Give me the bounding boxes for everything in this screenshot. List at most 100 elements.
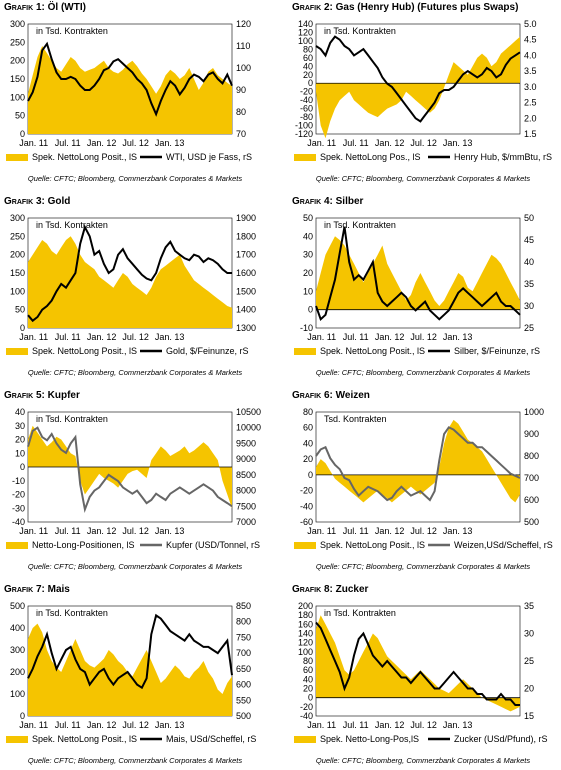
left-tick-label: 10 — [15, 448, 25, 458]
chart-title-text: Zucker — [335, 584, 369, 595]
left-tick-label: -20 — [300, 702, 313, 712]
source-note: Quelle: CFTC; Bloomberg, Commerzbank Cor… — [315, 174, 531, 183]
legend-label-position: Spek. NettoLong Posit., lS — [32, 346, 137, 356]
left-tick-label: 30 — [303, 250, 313, 260]
left-tick-label: 200 — [10, 56, 25, 66]
grafik-number: Grafik 1 — [4, 2, 42, 13]
left-tick-label: 100 — [10, 286, 25, 296]
left-tick-label: 160 — [298, 619, 313, 629]
x-tick-label: Jul. 11 — [55, 138, 81, 148]
x-tick-label: Jul. 11 — [343, 138, 369, 148]
legend-area-swatch — [294, 348, 316, 355]
right-tick-label: 600 — [236, 680, 251, 690]
left-tick-label: 80 — [303, 656, 313, 666]
right-tick-label: 25 — [524, 656, 534, 666]
chart-title: Grafik 4: Silber — [292, 196, 364, 207]
right-tick-label: 2.0 — [524, 113, 537, 123]
chart-title-text: Öl (WTI) — [47, 2, 86, 13]
left-tick-label: 150 — [10, 268, 25, 278]
left-tick-label: 140 — [298, 19, 313, 29]
chart-svg: 0 50 100 150 200 250 300 70 80 90 100 110 120 Jan. 11… — [6, 19, 252, 162]
x-tick-label: Jan. 12 — [87, 332, 117, 342]
source-note: Quelle: CFTC; Bloomberg, Commerzbank Cor… — [27, 562, 243, 571]
left-tick-label: 300 — [10, 213, 25, 223]
left-tick-label: 250 — [10, 231, 25, 241]
left-tick-label: 100 — [298, 36, 313, 46]
chart-svg: -40-200204060801001201401601802001520253… — [294, 601, 548, 744]
chart-title-text: Weizen — [335, 390, 370, 401]
legend-label-price: Mais, USd/Scheffel, rS — [166, 734, 256, 744]
grafik-number: Grafik 3 — [4, 196, 42, 207]
left-tick-label: 0 — [20, 323, 25, 333]
unit-label: in Tsd. Kontrakten — [324, 608, 396, 618]
grafik-number: Grafik 4 — [292, 196, 330, 207]
left-tick-label: 100 — [10, 689, 25, 699]
left-tick-label: 20 — [303, 454, 313, 464]
x-tick-label: Jan. 12 — [87, 138, 117, 148]
x-tick-label: Jul. 12 — [410, 138, 437, 148]
x-tick-label: Jan. 13 — [155, 138, 185, 148]
left-tick-label: -80 — [300, 112, 313, 122]
unit-label: in Tsd. Kontrakten — [324, 220, 396, 230]
right-tick-label: 8500 — [236, 470, 256, 480]
position-area — [28, 236, 232, 328]
legend-area-swatch — [6, 736, 28, 743]
price-line — [315, 35, 521, 123]
right-tick-label: 30 — [524, 301, 534, 311]
source-note: Quelle: CFTC; Bloomberg, Commerzbank Cor… — [27, 368, 243, 377]
right-tick-label: 4.5 — [524, 35, 537, 45]
left-tick-label: -20 — [300, 486, 313, 496]
left-tick-label: 80 — [303, 407, 313, 417]
left-tick-label: -120 — [295, 129, 313, 139]
x-tick-label: Jul. 12 — [410, 720, 437, 730]
x-tick-label: Jan. 13 — [443, 138, 473, 148]
source-note: Quelle: CFTC; Bloomberg, Commerzbank Cor… — [315, 756, 531, 765]
source-note: Quelle: CFTC; Bloomberg, Commerzbank Cor… — [315, 368, 531, 377]
x-tick-label: Jan. 12 — [87, 526, 117, 536]
x-tick-label: Jul. 11 — [343, 526, 369, 536]
left-tick-label: 20 — [15, 435, 25, 445]
chart-title-text: Silber — [335, 196, 364, 207]
x-tick-label: Jul. 12 — [410, 332, 437, 342]
chart-title-text: Kupfer — [47, 390, 80, 401]
left-tick-label: 0 — [308, 78, 313, 88]
position-area — [316, 419, 520, 503]
left-tick-label: 400 — [10, 623, 25, 633]
left-tick-label: -10 — [300, 323, 313, 333]
x-tick-label: Jul. 11 — [55, 526, 81, 536]
chart-title: Grafik 7: Mais — [4, 584, 70, 595]
right-tick-label: 120 — [236, 19, 251, 29]
right-tick-label: 45 — [524, 235, 534, 245]
x-tick-label: Jan. 11 — [307, 526, 336, 536]
chart-title-text: Gas (Henry Hub) (Futures plus Swaps) — [335, 2, 519, 13]
x-tick-label: Jan. 12 — [375, 332, 405, 342]
right-tick-label: 850 — [236, 601, 251, 611]
left-tick-label: -40 — [12, 517, 25, 527]
left-tick-label: 120 — [298, 638, 313, 648]
x-tick-label: Jan. 12 — [375, 526, 405, 536]
source-note: Quelle: CFTC; Bloomberg, Commerzbank Cor… — [27, 174, 243, 183]
chart-svg: -10 0 10 20 30 40 50 25 30 35 40 45 50 Jan. 11 Jul. 11… — [294, 213, 540, 356]
chart-title-text: Mais — [47, 584, 70, 595]
left-tick-label: 200 — [10, 250, 25, 260]
position-area — [28, 46, 232, 134]
chart-title: Grafik 8: Zucker — [292, 584, 369, 595]
x-tick-label: Jan. 11 — [307, 138, 336, 148]
chart-panel-copper: Grafik 5: Kupfer -40 -30 -20 -10 0 10 20 30 40 700… — [0, 388, 270, 576]
left-tick-label: 300 — [10, 645, 25, 655]
legend-label-price: Silber, $/Feinunze, rS — [454, 346, 540, 356]
chart-panel-gold: Grafik 3: Gold 0 50 100 150 200 250 300 1300 1400… — [0, 194, 270, 382]
left-tick-label: 50 — [15, 111, 25, 121]
x-tick-label: Jan. 13 — [155, 332, 185, 342]
right-tick-label: 900 — [524, 429, 539, 439]
right-tick-label: 1000 — [524, 407, 544, 417]
x-tick-label: Jul. 12 — [122, 138, 149, 148]
left-tick-label: 200 — [10, 667, 25, 677]
left-tick-label: 40 — [15, 407, 25, 417]
left-tick-label: -100 — [295, 121, 313, 131]
right-tick-label: 50 — [524, 213, 534, 223]
x-tick-label: Jul. 11 — [343, 332, 369, 342]
chart-panel-gas: Grafik 2: Gas (Henry Hub) (Futures plus … — [288, 0, 558, 188]
price-line — [27, 426, 233, 514]
chart-svg: 0 100 200 300 400 500 500 550 600 650 700 750 800 850… — [6, 601, 256, 744]
